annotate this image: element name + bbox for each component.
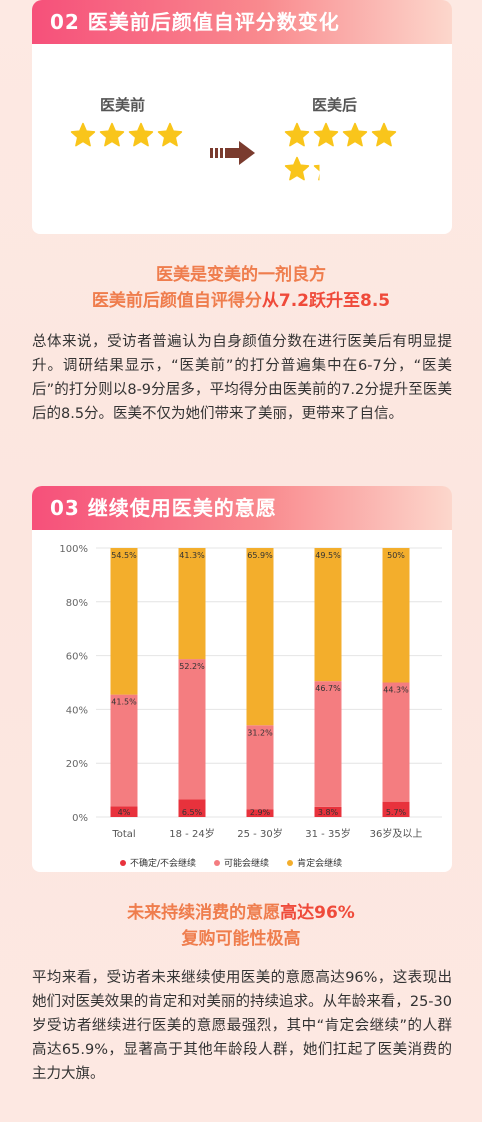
section2-title: 02 医美前后颜值自评分数变化 [32,0,452,44]
star-icon [342,122,368,147]
section3-headline-1: 未来持续消费的意愿高达96% [0,898,482,923]
y-tick-label: 40% [66,705,88,716]
bar-segment [246,725,274,810]
x-tick-label: 31 - 35岁 [305,827,350,840]
data-label: 5.7% [386,808,407,817]
bar-segment [314,806,342,817]
bar-segment [246,548,274,726]
data-label: 50% [387,551,405,560]
bar-segment [314,548,342,682]
bar-segment [246,809,274,817]
y-tick-label: 80% [66,598,88,609]
data-label: 46.7% [315,684,341,693]
bar-segment [178,659,206,800]
star-icon [284,156,310,181]
section3-title: 03 继续使用医美的意愿 [32,486,452,530]
legend-label: 不确定/不会继续 [130,859,197,869]
data-label: 52.2% [179,662,205,671]
star-icon [128,122,154,147]
bar-segment [110,694,138,807]
bar-segment [110,548,138,695]
y-tick-label: 20% [66,759,88,770]
star-icon [313,122,339,147]
data-label: 3.8% [318,808,339,817]
before-stars-row-1 [70,122,183,148]
right-arrow-icon [210,141,255,165]
data-label: 49.5% [315,551,341,560]
data-label: 65.9% [247,551,273,560]
y-tick-label: 60% [66,652,88,663]
section3-paragraph: 平均来看，受访者未来继续使用医美的意愿高达96%，这表现出她们对医美效果的肯定和… [32,970,452,1082]
legend-label: 可能会继续 [224,859,270,869]
bar-segment [314,681,342,807]
bar-segment [382,548,410,683]
section2-headline-2: 医美前后颜值自评得分从7.2跃升至8.5 [0,286,482,311]
y-tick-label: 0% [72,813,88,824]
bar-segment [178,548,206,660]
data-label: 4% [118,808,131,817]
x-tick-label: 25 - 30岁 [237,827,282,840]
bar-segment [178,799,206,817]
chart-legend: 不确定/不会继续 可能会继续 肯定会继续 [120,856,342,869]
y-tick-label: 100% [59,544,88,555]
data-label: 44.3% [383,686,409,695]
legend-dot-icon [214,859,221,866]
section2-headline-2-prefix: 医美前后颜值自评得分 [91,291,262,311]
section3-headline-1-highlight: 高达96% [280,903,355,923]
legend-item: 肯定会继续 [287,856,342,869]
star-icon [371,122,397,147]
x-tick-label: Total [111,829,135,840]
bar-segment [382,801,410,817]
section3-headline-2: 复购可能性极高 [181,929,301,949]
data-label: 54.5% [111,551,137,560]
bar-segment [382,682,410,802]
star-icon [157,122,183,147]
before-label: 医美前 [100,96,146,114]
data-label: 6.5% [182,808,203,817]
data-label: 31.2% [247,728,273,737]
data-label: 41.3% [179,551,205,560]
after-stars-row-2 [284,156,339,182]
after-label: 医美后 [312,96,358,114]
star-icon [70,122,96,147]
star-icon [99,122,125,147]
star-icon [313,164,320,181]
section2-headline-1: 医美是变美的一剂良方 [156,265,326,285]
legend-item: 可能会继续 [214,856,269,869]
section2-headline-2-highlight: 从7.2跃升至8.5 [261,291,391,311]
rating-card: 医美前 医美后 [32,44,452,234]
legend-item: 不确定/不会继续 [120,856,196,869]
star-icon [284,122,310,147]
x-tick-label: 18 - 24岁 [169,827,214,840]
data-label: 2.9% [250,808,271,817]
section3-headline-1-prefix: 未来持续消费的意愿 [127,903,281,923]
stacked-bar-chart: 0% 20% 40% 60% 80% 100% 4% 41.5% 54.5% Total 6.5% 5… [59,544,442,840]
chart-card: 0% 20% 40% 60% 80% 100% 4% 41.5% 54.5% Total 6.5% 5… [32,530,452,872]
legend-dot-icon [120,859,126,866]
x-tick-label: 36岁及以上 [370,827,423,840]
legend-label: 肯定会继续 [297,859,343,869]
legend-dot-icon [287,859,294,866]
bar-segment [110,806,138,817]
data-label: 41.5% [111,698,137,707]
after-stars-row-1 [284,122,397,148]
section2-paragraph: 总体来说，受访者普遍认为自身颜值分数在进行医美后有明显提升。调研结果显示，“医美… [32,334,452,422]
